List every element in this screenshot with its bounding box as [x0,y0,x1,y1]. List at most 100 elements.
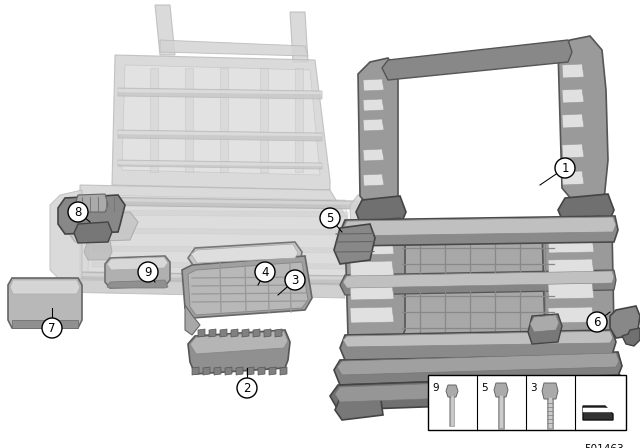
Polygon shape [82,197,358,209]
Polygon shape [58,195,125,234]
Polygon shape [548,283,594,299]
Polygon shape [562,171,584,185]
Text: 8: 8 [74,206,82,219]
Polygon shape [280,367,287,375]
Polygon shape [295,68,303,172]
Polygon shape [107,257,168,270]
Text: 3: 3 [291,273,299,287]
Polygon shape [68,212,138,242]
Polygon shape [340,216,618,246]
Polygon shape [258,367,265,375]
Polygon shape [340,270,616,295]
Polygon shape [622,328,640,346]
Polygon shape [107,280,168,288]
Text: 5: 5 [326,211,333,224]
Polygon shape [92,228,348,235]
Polygon shape [242,329,249,337]
Polygon shape [82,198,358,205]
Polygon shape [105,256,170,288]
Polygon shape [185,305,200,335]
Polygon shape [88,195,355,278]
Polygon shape [350,239,394,255]
Polygon shape [50,190,82,284]
Text: 5: 5 [481,383,488,393]
Text: 4: 4 [261,266,269,279]
Polygon shape [558,194,614,226]
Polygon shape [118,88,322,99]
Polygon shape [220,329,227,337]
Polygon shape [350,307,394,323]
Polygon shape [209,329,216,337]
Polygon shape [562,64,584,78]
Polygon shape [118,131,322,136]
Polygon shape [558,382,608,410]
Polygon shape [363,119,384,131]
Polygon shape [343,331,613,347]
Polygon shape [118,89,322,94]
Circle shape [320,208,340,228]
Polygon shape [542,383,558,399]
Polygon shape [82,272,358,284]
Polygon shape [358,58,398,208]
Text: 2: 2 [243,382,251,395]
Circle shape [255,262,275,282]
Polygon shape [363,99,384,111]
Circle shape [68,202,88,222]
Polygon shape [562,114,584,128]
Text: 501463: 501463 [584,444,624,448]
Polygon shape [340,330,616,360]
Polygon shape [10,280,80,294]
Polygon shape [188,330,290,374]
Polygon shape [363,149,384,161]
Text: 9: 9 [144,266,152,279]
Polygon shape [583,406,613,420]
Bar [428,375,626,430]
Polygon shape [8,278,82,328]
Polygon shape [92,262,348,269]
Polygon shape [269,367,276,375]
Polygon shape [92,246,348,253]
Polygon shape [74,222,112,243]
Polygon shape [334,352,622,385]
Polygon shape [236,367,243,375]
Polygon shape [548,237,594,253]
Polygon shape [343,271,614,288]
Polygon shape [182,256,312,318]
Circle shape [138,262,158,282]
Polygon shape [160,40,308,56]
Polygon shape [191,244,298,263]
Polygon shape [155,5,175,55]
Polygon shape [275,329,282,337]
Polygon shape [330,375,624,410]
Polygon shape [92,210,348,217]
Polygon shape [530,315,559,332]
Polygon shape [548,307,594,323]
Polygon shape [214,367,221,375]
Polygon shape [12,320,78,328]
Circle shape [285,270,305,290]
Polygon shape [198,329,205,337]
Text: 9: 9 [432,383,438,393]
Polygon shape [350,190,382,286]
Polygon shape [75,194,108,212]
Polygon shape [335,393,383,420]
Polygon shape [562,89,584,103]
Text: 7: 7 [48,322,56,335]
Polygon shape [188,242,302,268]
Polygon shape [350,284,394,300]
Polygon shape [356,196,406,228]
Circle shape [587,312,607,332]
Polygon shape [528,314,562,344]
Circle shape [555,158,575,178]
Polygon shape [260,68,268,172]
Polygon shape [350,261,394,277]
Polygon shape [118,130,322,141]
Circle shape [42,318,62,338]
Polygon shape [542,216,614,348]
Polygon shape [583,408,613,412]
Polygon shape [264,329,271,337]
Polygon shape [345,218,405,348]
Polygon shape [382,40,572,80]
Polygon shape [185,68,193,172]
Polygon shape [562,144,584,158]
